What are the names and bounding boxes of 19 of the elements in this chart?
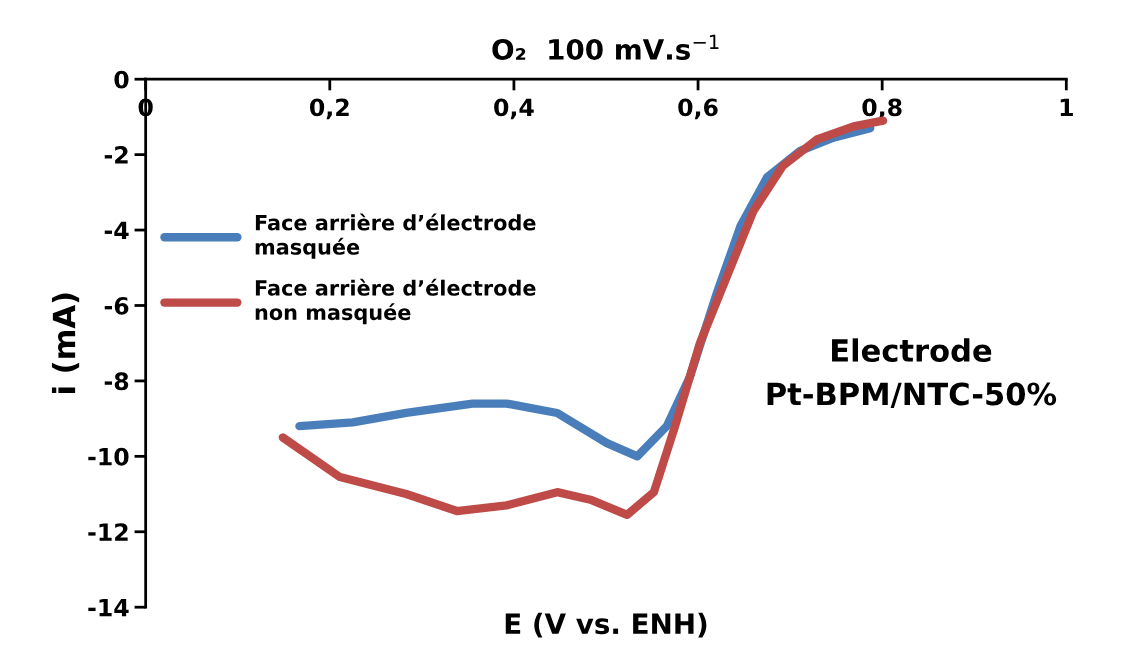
y-tick-label: -14 bbox=[88, 598, 129, 617]
x-tick-label: 1 bbox=[1060, 98, 1073, 116]
legend-label: Face arrière d’électrode non masquée bbox=[255, 278, 536, 325]
x-tick-label: 0,8 bbox=[862, 98, 902, 120]
x-tick-label: 0,6 bbox=[678, 98, 718, 120]
y-tick-label: 0 bbox=[114, 70, 129, 89]
y-tick-label: -4 bbox=[104, 221, 129, 240]
annotation: Electrode Pt-BPM/NTC-50% bbox=[767, 338, 1057, 408]
x-tick-label: 0,2 bbox=[310, 98, 349, 120]
legend-label: Face arrière d’électrode masquée bbox=[255, 213, 536, 259]
x-tick-label: 0,4 bbox=[494, 98, 534, 120]
y-tick-label: -8 bbox=[104, 372, 129, 391]
y-tick-label: -6 bbox=[104, 296, 129, 315]
x-axis-title: E (V vs. ENH) bbox=[505, 612, 707, 638]
y-tick-label: -12 bbox=[88, 523, 128, 541]
chart-title: O₂ 100 mV.s$^{−1}$ bbox=[492, 34, 719, 60]
y-tick-label: -2 bbox=[104, 146, 128, 164]
y-tick-label: -10 bbox=[88, 447, 129, 466]
y-axis-title: i (mA) bbox=[51, 293, 80, 393]
